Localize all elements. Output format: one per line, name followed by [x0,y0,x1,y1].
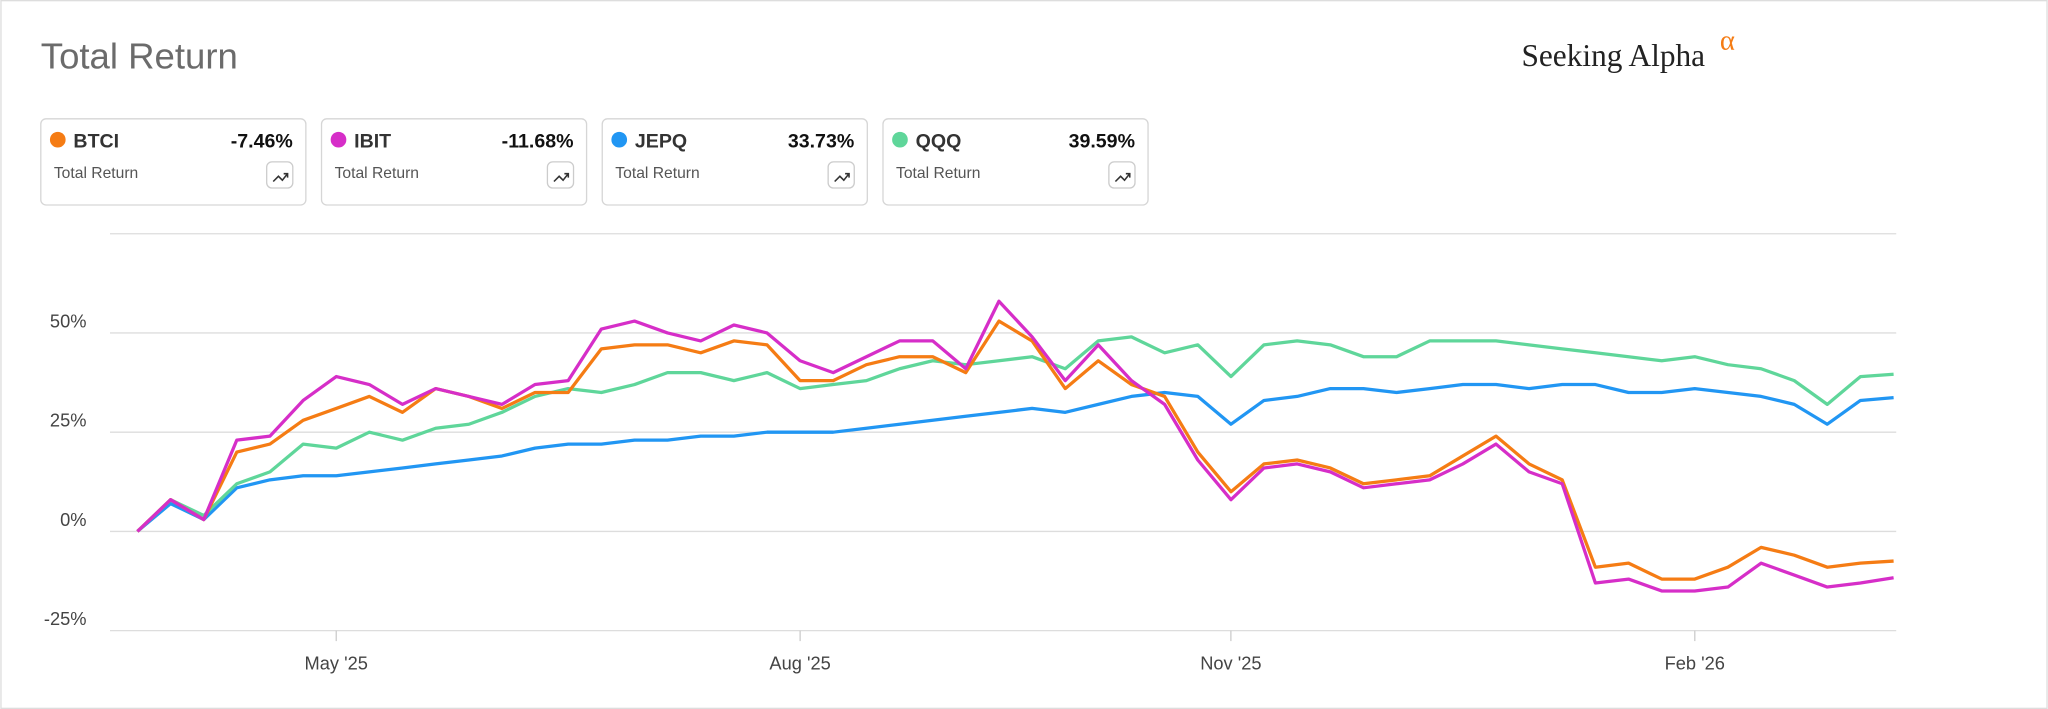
legend-value: 33.73% [788,130,854,152]
legend-name: JEPQ [635,130,687,152]
legend-icon-arrow [272,172,289,183]
legend-icon [827,161,855,189]
series-line [136,335,1894,533]
legend-name: QQQ [916,130,962,152]
legend-dot [892,131,908,148]
y-tick-label: 50% [50,310,87,331]
legend-icon-arrow [553,172,570,183]
legend-name: IBIT [354,130,391,152]
legend-icon [1108,161,1136,189]
legend-icon-arrow [834,172,850,183]
legend-card [601,118,868,206]
legend-card [40,118,307,206]
legend-caption: Total Return [896,165,980,182]
series-line [136,382,1894,533]
x-tick-label: Aug '25 [769,652,830,673]
chart-title: Total Return [41,35,238,76]
legend-card [320,118,588,206]
legend-card [882,118,1149,206]
legend-value: -7.46% [231,130,293,152]
legend-dot [330,131,347,148]
legend-dot [49,131,66,148]
legend-icon [266,161,294,189]
legend-dot [611,131,628,148]
x-tick-label: May '25 [305,652,368,673]
x-tick-label: Feb '26 [1665,652,1725,673]
y-tick-label: 0% [60,509,86,530]
brand: Seeking Alpha [1521,38,1705,73]
legend-name: BTCI [73,130,119,152]
legend-icon-arrow [1114,172,1131,183]
legend-value: 39.59% [1069,130,1135,152]
legend-caption: Total Return [615,165,699,182]
series-line [136,299,1894,593]
y-tick-label: 25% [50,410,87,431]
x-tick-label: Nov '25 [1200,652,1261,673]
y-tick-label: -25% [44,608,87,629]
brand-mark: α [1720,25,1735,57]
legend-value: -11.68% [502,130,574,152]
legend-icon [546,161,575,189]
legend-caption: Total Return [335,165,419,182]
legend-caption: Total Return [54,165,138,182]
